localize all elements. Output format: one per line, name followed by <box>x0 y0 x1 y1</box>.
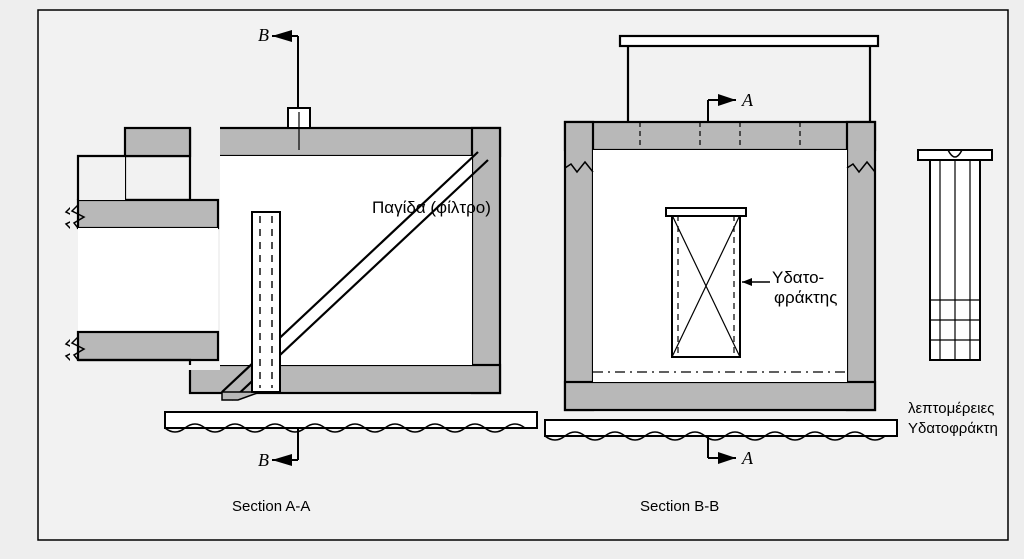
caption-section-aa: Section A-A <box>232 498 310 515</box>
a-label-bottom: A <box>741 448 754 468</box>
detail-label-line1: λεπτομέρειες <box>908 400 994 417</box>
trap-label: Παγίδα (φίλτρο) <box>372 198 491 218</box>
caption-section-bb: Section B-B <box>640 498 719 515</box>
gate-label-line2: φράκτης <box>772 288 839 308</box>
detail-label-line2: Υδατοφράκτη <box>908 420 998 437</box>
b-label-bottom: B <box>258 450 269 470</box>
gate-label-line1: Υδατο- <box>772 268 824 288</box>
b-label-top: B <box>258 25 269 45</box>
internal-column <box>252 212 280 392</box>
floor-slab-a <box>165 412 537 432</box>
a-label-top: A <box>741 90 754 110</box>
figure-root: B B <box>0 0 1024 559</box>
floor-slab-b <box>545 420 897 440</box>
gate <box>666 208 746 357</box>
gate-detail <box>918 150 992 360</box>
diagram-svg: B B <box>0 0 1024 559</box>
